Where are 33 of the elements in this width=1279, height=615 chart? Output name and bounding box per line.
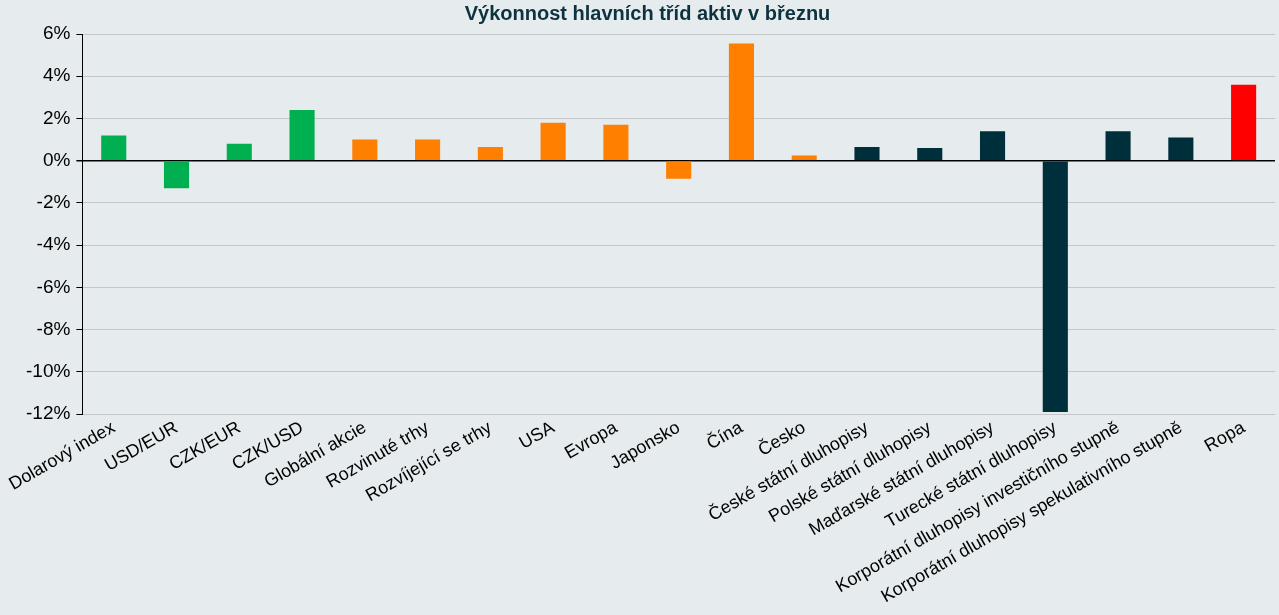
y-tick-label: -6%: [36, 275, 71, 297]
y-tick-label: 0%: [42, 148, 71, 170]
bar: [1168, 137, 1194, 160]
bar: [603, 124, 629, 160]
bar: [163, 161, 190, 189]
bar: [666, 161, 692, 179]
bar: [540, 122, 566, 160]
y-tick-label: -12%: [26, 402, 71, 424]
bar: [352, 139, 378, 160]
bar: [1231, 84, 1257, 160]
bar: [415, 139, 441, 160]
bar: [1042, 161, 1068, 413]
bar: [854, 147, 880, 160]
y-tick-label: -2%: [36, 191, 71, 213]
y-tick-label: -4%: [36, 233, 71, 255]
y-tick-label: 4%: [42, 64, 71, 86]
bar: [1105, 131, 1131, 160]
bar: [226, 143, 252, 160]
bar: [289, 110, 315, 160]
y-tick-label: -10%: [26, 360, 71, 382]
x-tick-label: Čína: [702, 416, 746, 454]
x-tick-label: Ropa: [1200, 416, 1249, 456]
y-tick-label: 2%: [42, 106, 71, 128]
bar: [791, 155, 817, 160]
y-tick-label: -8%: [36, 317, 71, 339]
bar: [101, 135, 127, 160]
x-tick-label: USA: [515, 416, 558, 453]
chart-title: Výkonnost hlavních tříd aktiv v březnu: [464, 1, 831, 24]
bar: [728, 43, 754, 160]
bar: [477, 147, 503, 160]
y-tick-label: 6%: [42, 22, 71, 44]
bar: [979, 131, 1006, 160]
bar: [917, 148, 943, 160]
